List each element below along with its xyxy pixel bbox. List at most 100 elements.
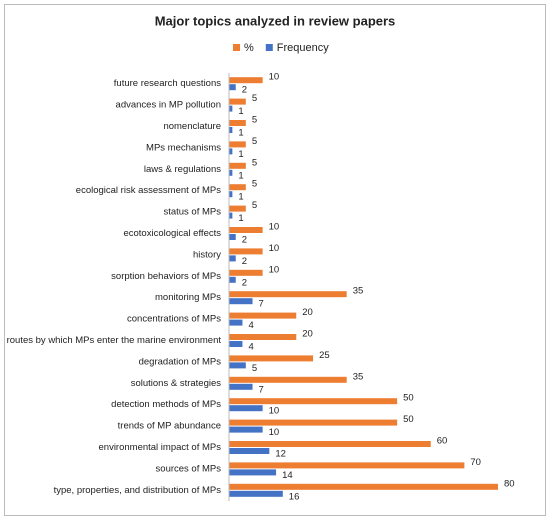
value-label: 5 [252,136,257,147]
value-label: 1 [238,149,243,160]
y-tick-label: future research questions [114,78,221,89]
bar [229,212,233,219]
value-label: 10 [269,406,280,417]
value-label: 25 [319,350,330,361]
legend-swatch [265,44,273,51]
y-tick-label: nomenclature [163,121,221,132]
value-label: 5 [252,363,257,374]
value-label: 70 [470,457,481,468]
value-label: 5 [252,93,257,104]
bar [229,341,243,347]
bar [229,255,236,262]
bar [229,319,243,326]
value-label: 4 [248,342,253,353]
value-label: 2 [242,85,247,96]
value-label: 2 [242,235,247,246]
bar [229,398,398,405]
bar [229,462,465,469]
y-tick-label: trends of MP abundance [118,421,221,432]
value-label: 50 [403,414,414,425]
value-label: 14 [282,470,293,481]
y-tick-label: monitoring MPs [155,292,221,303]
y-tick-label: ecological risk assessment of MPs [76,185,221,196]
y-tick-label: type, properties, and distribution of MP… [54,485,222,496]
value-label: 1 [238,170,243,181]
value-label: 80 [504,478,515,489]
value-label: 4 [248,320,253,331]
value-label: 10 [269,72,280,83]
value-label: 20 [302,307,313,318]
value-label: 20 [302,329,313,340]
bar [229,419,398,426]
bar [229,248,263,255]
y-tick-label: concentrations of MPs [127,314,221,325]
y-tick-label: MPs mechanisms [146,142,221,153]
bar [229,276,236,283]
bar [229,448,270,454]
bar [229,205,246,212]
y-tick-label: sources of MPs [156,463,222,474]
chart-border [4,4,546,516]
value-label: 5 [252,157,257,168]
bar [229,383,253,390]
chart-title: Major topics analyzed in review papers [155,13,396,28]
bar [229,77,263,84]
bar [229,127,233,133]
bar [229,84,236,91]
y-tick-label: routes by which MPs enter the marine env… [7,335,222,346]
value-label: 1 [238,192,243,203]
bar [229,148,233,155]
value-label: 1 [238,106,243,117]
y-tick-label: history [193,249,221,260]
bar [229,291,347,298]
y-tick-label: detection methods of MPs [111,399,221,410]
bar [229,105,233,112]
bar [229,227,263,233]
bar [229,98,246,105]
value-label: 50 [403,393,414,404]
value-label: 60 [437,436,448,447]
y-tick-label: environmental impact of MPs [99,442,222,453]
bar [229,169,233,176]
bar [229,234,236,240]
value-label: 16 [289,491,300,502]
bar [229,355,314,362]
value-label: 7 [259,384,264,395]
bar [229,426,263,433]
value-label: 5 [252,200,257,211]
bar [229,362,246,369]
value-label: 10 [269,243,280,254]
bar [229,490,283,497]
bar [229,269,263,276]
y-tick-label: status of MPs [163,207,221,218]
bar [229,469,277,476]
bar [229,312,297,319]
value-label: 2 [242,256,247,267]
value-label: 10 [269,427,280,438]
y-tick-label: degradation of MPs [139,356,222,367]
bar [229,141,246,148]
legend-label: % [244,42,254,54]
value-label: 1 [238,128,243,139]
value-label: 1 [238,213,243,224]
y-tick-label: advances in MP pollution [116,100,221,111]
bar [229,162,246,169]
bar [229,483,498,490]
value-label: 12 [275,449,286,460]
bar [229,191,233,198]
bar [229,334,297,340]
legend-swatch [233,44,240,51]
value-label: 7 [259,299,264,310]
y-tick-label: solutions & strategies [131,378,222,389]
value-label: 35 [353,286,364,297]
value-label: 10 [269,264,280,275]
value-label: 35 [353,371,364,382]
y-tick-label: laws & regulations [144,164,221,175]
legend-label: Frequency [277,42,329,54]
value-label: 5 [252,179,257,190]
bar [229,376,347,383]
bar [229,184,246,191]
y-tick-label: sorption behaviors of MPs [111,271,221,282]
bar [229,120,246,126]
